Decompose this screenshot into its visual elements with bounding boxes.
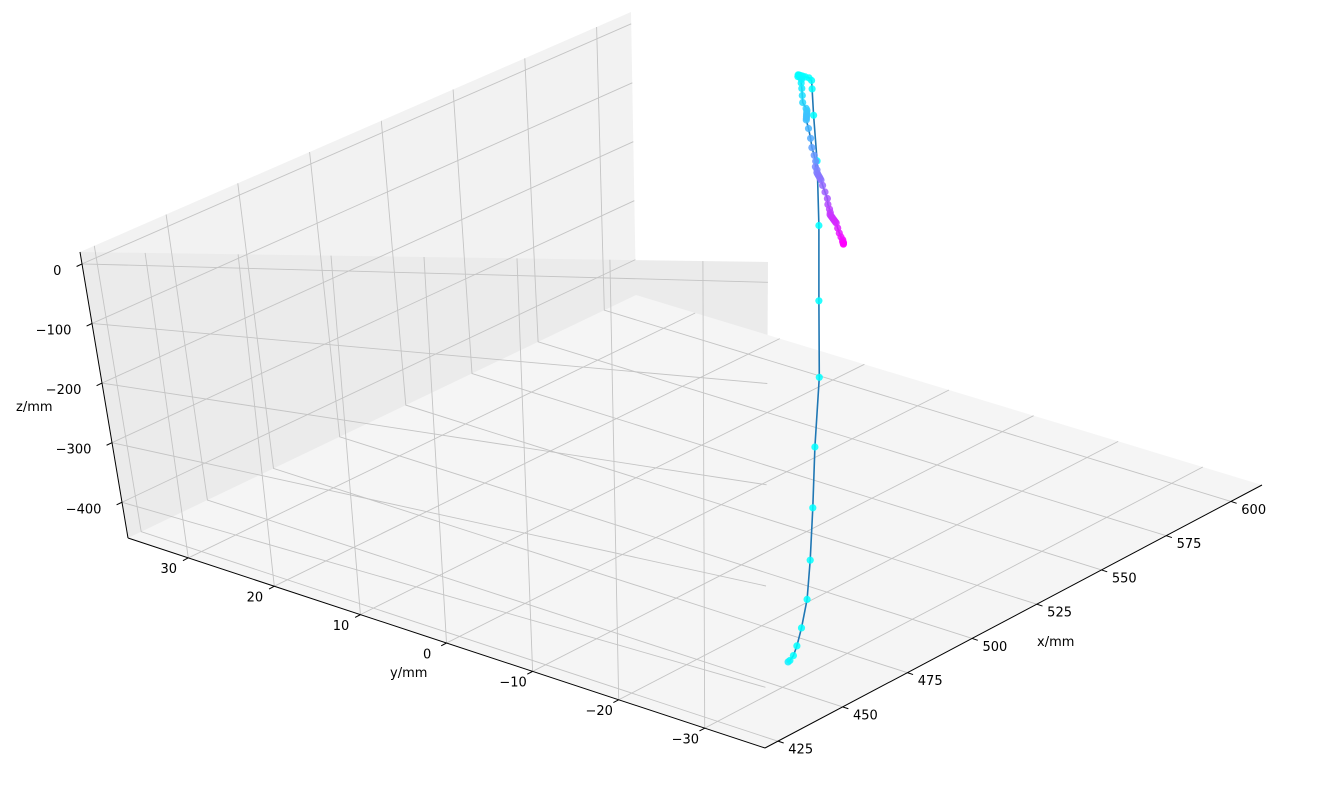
y-tick-label: 30 [161, 562, 178, 577]
axis-title-labels: x/mm y/mm z/mm [16, 400, 1074, 681]
data-point [811, 443, 819, 451]
y-tick-label: −30 [672, 732, 699, 747]
data-point [815, 221, 823, 230]
data-point [807, 134, 815, 142]
x-tick-label: 600 [1241, 503, 1266, 518]
x-grid-line [237, 183, 908, 674]
x-tick-label: 475 [918, 674, 943, 689]
data-point [815, 373, 823, 381]
data-point [821, 188, 829, 196]
y-tick-label: −10 [499, 676, 526, 691]
axis-panes [80, 12, 1262, 748]
data-point [823, 194, 832, 203]
data-point [797, 79, 805, 87]
z-tick-label: −300 [56, 443, 92, 458]
y-tick [440, 642, 447, 647]
data-point [839, 240, 848, 248]
x-grid-line [309, 151, 973, 639]
z-axis-line [79, 251, 129, 539]
data-point [804, 124, 813, 133]
x-axis-label: x/mm [1037, 635, 1074, 650]
y-tick [613, 699, 619, 704]
x-tick-label: 500 [982, 640, 1007, 655]
data-point [815, 297, 823, 305]
data-point [810, 151, 818, 159]
data-point [808, 85, 816, 93]
data-point [809, 504, 817, 512]
data-point [799, 98, 807, 107]
data-point [819, 181, 827, 189]
data-point [810, 111, 818, 119]
z-tick [106, 442, 113, 446]
z-tick [96, 382, 103, 387]
z-tick [116, 501, 123, 506]
y-tick [527, 670, 533, 675]
z-tick-label: −100 [36, 324, 72, 339]
y-axis-label: y/mm [390, 666, 427, 681]
y-tick [182, 557, 189, 562]
x-grid-line [524, 58, 1167, 537]
x-tick [777, 740, 784, 744]
y-tick [268, 585, 275, 590]
x-tick [1101, 569, 1108, 573]
x-tick [1166, 535, 1173, 539]
z-tick [86, 323, 93, 327]
data-point [798, 84, 806, 92]
x-grid-line [596, 26, 1232, 502]
y-tick [354, 614, 361, 618]
data-point [798, 91, 806, 100]
y-tick [699, 727, 705, 732]
data-point [789, 652, 798, 660]
x-tick [1036, 603, 1043, 607]
y-tick-label: −20 [585, 704, 612, 719]
z-tick-label: 0 [53, 264, 61, 279]
x-tick [907, 672, 914, 676]
y-tick-label: 0 [423, 647, 431, 662]
data-point [797, 624, 806, 632]
x-tick-label: 425 [788, 743, 813, 758]
data-point [808, 144, 816, 152]
x-grid-line [452, 89, 1102, 571]
data-point [803, 595, 811, 604]
z-tick-label: −400 [66, 502, 102, 517]
data-point [806, 556, 814, 564]
x-tick-label: 575 [1177, 537, 1202, 552]
x-grid-line [380, 120, 1037, 605]
x-tick [1230, 500, 1237, 504]
grid-lines [81, 23, 1232, 742]
data-point [802, 116, 810, 124]
z-axis-label: z/mm [16, 400, 53, 415]
tick-marks: 425450475500525550575600−30−20−100102030… [36, 263, 1266, 758]
x-axis-line [764, 484, 1263, 749]
x-tick-label: 525 [1047, 606, 1072, 621]
z-tick [76, 263, 83, 267]
y-tick-label: 10 [333, 619, 350, 634]
x-tick [842, 706, 849, 710]
data-point [817, 176, 825, 184]
z-tick-label: −200 [46, 383, 82, 398]
trajectory [784, 71, 848, 666]
x-tick-label: 550 [1112, 571, 1137, 586]
x-tick-label: 450 [853, 708, 878, 723]
y-tick-label: 20 [247, 591, 264, 606]
data-point [812, 157, 820, 165]
data-point [793, 642, 801, 650]
x-grid-line [93, 245, 779, 742]
x-grid-line [165, 214, 843, 708]
x-tick [971, 637, 978, 641]
